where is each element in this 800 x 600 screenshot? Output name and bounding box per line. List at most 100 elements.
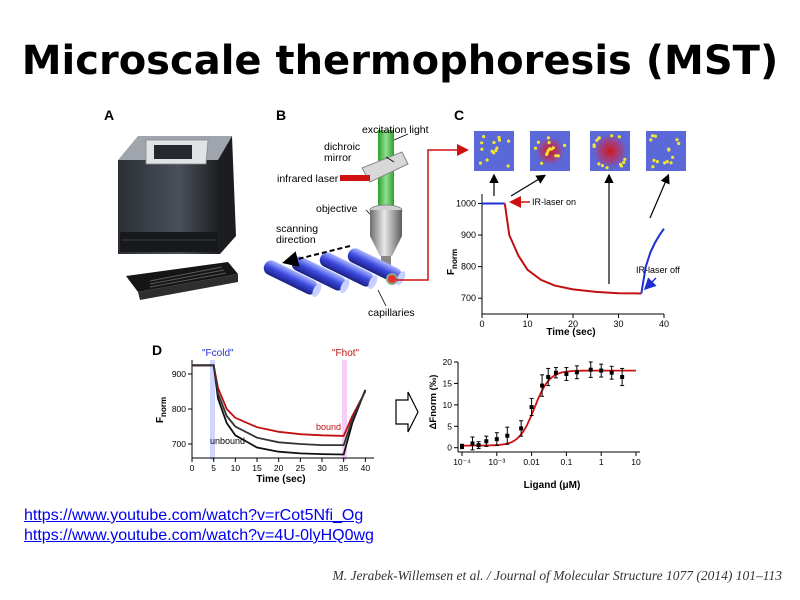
particle-0-8: [497, 138, 502, 142]
particle-3-1: [651, 165, 655, 169]
particle-0-2: [490, 149, 494, 153]
c-xtick-label-4: 40: [659, 319, 669, 329]
c-ytick-label-3: 700: [461, 293, 476, 303]
label-scanning-direction-2: direction: [276, 234, 316, 246]
fcold-label: "Fcold": [202, 348, 234, 359]
chart-c-series: [482, 202, 665, 295]
dose-point-6: [519, 426, 524, 431]
dose-ytick-label-1: 15: [443, 378, 453, 388]
particle-1-12: [563, 143, 567, 147]
d-ytick-label-0: 900: [172, 369, 186, 379]
fhot-band: [342, 360, 347, 460]
c-ytick-label-0: 1000: [456, 198, 476, 208]
dose-xtick-label-2: 0.01: [523, 457, 540, 467]
dose-point-4: [494, 437, 499, 442]
particle-3-13: [675, 138, 679, 142]
dose-ylabel: ΔFnorm (‰): [428, 375, 439, 430]
dose-ytick-label-0: 20: [443, 357, 453, 367]
particle-1-6: [551, 146, 555, 150]
c-ytick-label-2: 800: [461, 262, 476, 272]
particle-0-6: [497, 135, 501, 140]
particle-1-7: [556, 154, 560, 158]
d-series-2: [192, 364, 367, 447]
particle-3-10: [653, 134, 658, 138]
chart-d-trace: 0 5 10 15 20 25 30 35 40 900 800 700 Fnorm Time (se…: [155, 348, 374, 485]
particle-3-12: [665, 160, 669, 164]
label-scanning-direction-1: scanning: [276, 223, 318, 235]
box2-arrow: [510, 174, 547, 197]
video-link-1[interactable]: https://www.youtube.com/watch?v=rCot5Nfi…: [24, 507, 364, 524]
unbound-label: unbound: [210, 436, 245, 446]
particle-3-2: [663, 161, 667, 165]
particle-1-11: [554, 154, 558, 158]
particle-1-10: [533, 146, 538, 150]
dose-xtick-label-1: 10⁻³: [488, 457, 505, 467]
particle-2-6: [622, 160, 626, 165]
dose-fit-curve: [462, 369, 636, 447]
c-series-2: [640, 228, 665, 294]
dose-point-5: [505, 433, 510, 438]
video-link-2[interactable]: https://www.youtube.com/watch?v=4U-0lyHQ…: [24, 527, 374, 544]
bound-label: bound: [316, 422, 341, 432]
dose-xtick-label-5: 10: [631, 457, 641, 467]
chart-d-xlabel: Time (sec): [256, 474, 305, 485]
particle-3-5: [677, 141, 681, 146]
particle-0-13: [507, 139, 511, 143]
label-capillaries: capillaries: [368, 307, 415, 319]
particle-1-4: [540, 161, 544, 165]
panel-b-labels: excitation light dichroic mirror infrare…: [276, 124, 429, 319]
particle-1-3: [545, 152, 549, 156]
particle-3-7: [671, 155, 675, 159]
label-dichroic-mirror-2: mirror: [324, 152, 352, 164]
particle-3-3: [667, 148, 671, 152]
chart-d-series: [192, 364, 367, 456]
dose-point-15: [609, 370, 614, 375]
transform-arrow: [395, 391, 419, 433]
particle-1-5: [547, 141, 551, 145]
d-ytick-label-2: 700: [172, 439, 186, 449]
chart-dose-series: [460, 361, 636, 451]
chart-c-annot-off: IR-laser off: [636, 265, 680, 275]
chart-c-annot-on: IR-laser on: [532, 197, 576, 207]
particle-2-9: [595, 138, 599, 142]
chart-d-dose: 10⁻⁴ 10⁻³ 0.01 0.1 1 10 20 15 10 5 0 ΔFnorm (‰) Li…: [428, 357, 641, 491]
c-series-1: [503, 203, 642, 295]
label-dichroic-mirror-1: dichroic: [324, 141, 360, 153]
d-xtick-label-8: 40: [361, 463, 371, 473]
particle-0-9: [494, 149, 498, 153]
c-xtick-label-2: 20: [568, 319, 578, 329]
dose-point-8: [540, 383, 545, 388]
particle-1-9: [546, 136, 551, 140]
c-ytick-label-1: 900: [461, 230, 476, 240]
dose-point-14: [599, 368, 604, 373]
scanning-direction-arrow: [282, 245, 351, 267]
particle-2-2: [597, 136, 601, 140]
panel-c-label: C: [454, 107, 464, 123]
particle-3-11: [651, 134, 655, 138]
dose-point-3: [484, 439, 489, 444]
dose-point-7: [529, 405, 534, 409]
dose-ytick-label-4: 0: [447, 443, 452, 453]
ir-off-arrow: [643, 277, 657, 291]
optics-schematic: [263, 130, 469, 307]
particle-0-4: [495, 146, 499, 150]
label-objective: objective: [316, 203, 358, 215]
page-title: Microscale thermophoresis (MST): [21, 38, 779, 84]
mst-instrument-picture: [118, 136, 236, 254]
chart-d-ylabel: Fnorm: [155, 397, 168, 423]
particle-0-12: [480, 147, 484, 151]
panel-a-label: A: [104, 107, 114, 123]
c-xtick-label-0: 0: [479, 319, 484, 329]
particle-3-8: [669, 161, 673, 165]
particle-2-0: [605, 166, 609, 170]
chart-c-axes: 0 10 20 30 40 1000 900 800 700: [456, 194, 669, 329]
particle-2-12: [600, 164, 605, 168]
label-excitation-light: excitation light: [362, 124, 429, 136]
dose-point-1: [470, 441, 475, 446]
particle-2-8: [610, 134, 614, 138]
particle-0-10: [482, 135, 486, 139]
particle-0-5: [485, 158, 489, 162]
dose-point-10: [553, 370, 558, 375]
